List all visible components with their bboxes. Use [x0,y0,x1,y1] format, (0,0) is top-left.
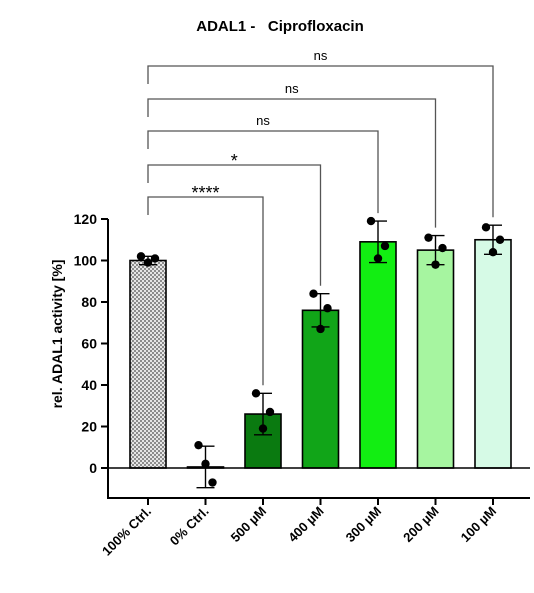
data-point [265,407,275,417]
significance-label: ns [256,113,270,128]
bar [416,249,455,469]
significance-label: ns [285,81,299,96]
y-tick-label: 80 [81,294,97,310]
data-point [481,223,491,232]
data-point [143,258,153,267]
significance-bracket [147,130,379,214]
x-tick-label: 0% Ctrl. [167,504,212,549]
x-tick-label: 100% Ctrl. [99,504,154,559]
bar [474,238,512,469]
x-tick-label: 100 µM [458,504,499,545]
y-axis-label: rel. ADAL1 activity [%] [49,260,65,409]
bar [129,259,167,469]
data-point [366,216,376,226]
data-point [323,304,332,313]
significance-bracket [147,98,437,228]
x-tick-label: 500 µM [228,504,269,545]
y-tick-label: 40 [81,377,97,393]
data-point [373,254,383,263]
data-point [431,260,440,269]
significance-label: ns [314,48,328,63]
data-point [258,424,268,433]
bar [301,309,340,469]
data-point [316,324,325,334]
data-point [424,233,433,242]
significance-label: **** [191,183,219,203]
data-point [488,248,498,257]
data-point [251,389,261,398]
bar [359,241,397,469]
y-tick-label: 0 [89,460,97,476]
data-point [194,440,203,450]
data-point [150,254,160,263]
significance-bracket [147,65,494,218]
x-tick-label: 200 µM [400,504,441,545]
data-point [309,289,318,298]
significance-bracket [147,164,322,286]
data-point [136,252,146,261]
y-tick-label: 120 [74,211,98,227]
y-tick-label: 60 [81,336,97,352]
chart-title: ADAL1 - Ciprofloxacin [196,18,364,35]
y-tick-label: 100 [74,253,98,269]
significance-bracket [147,196,264,386]
x-tick-label: 400 µM [285,504,326,545]
data-point [380,241,390,251]
data-point [201,459,210,469]
data-point [495,235,505,244]
x-tick-label: 300 µM [343,504,384,545]
data-point [208,478,217,487]
y-tick-label: 20 [81,419,97,435]
data-point [438,243,447,253]
significance-label: * [231,151,238,171]
